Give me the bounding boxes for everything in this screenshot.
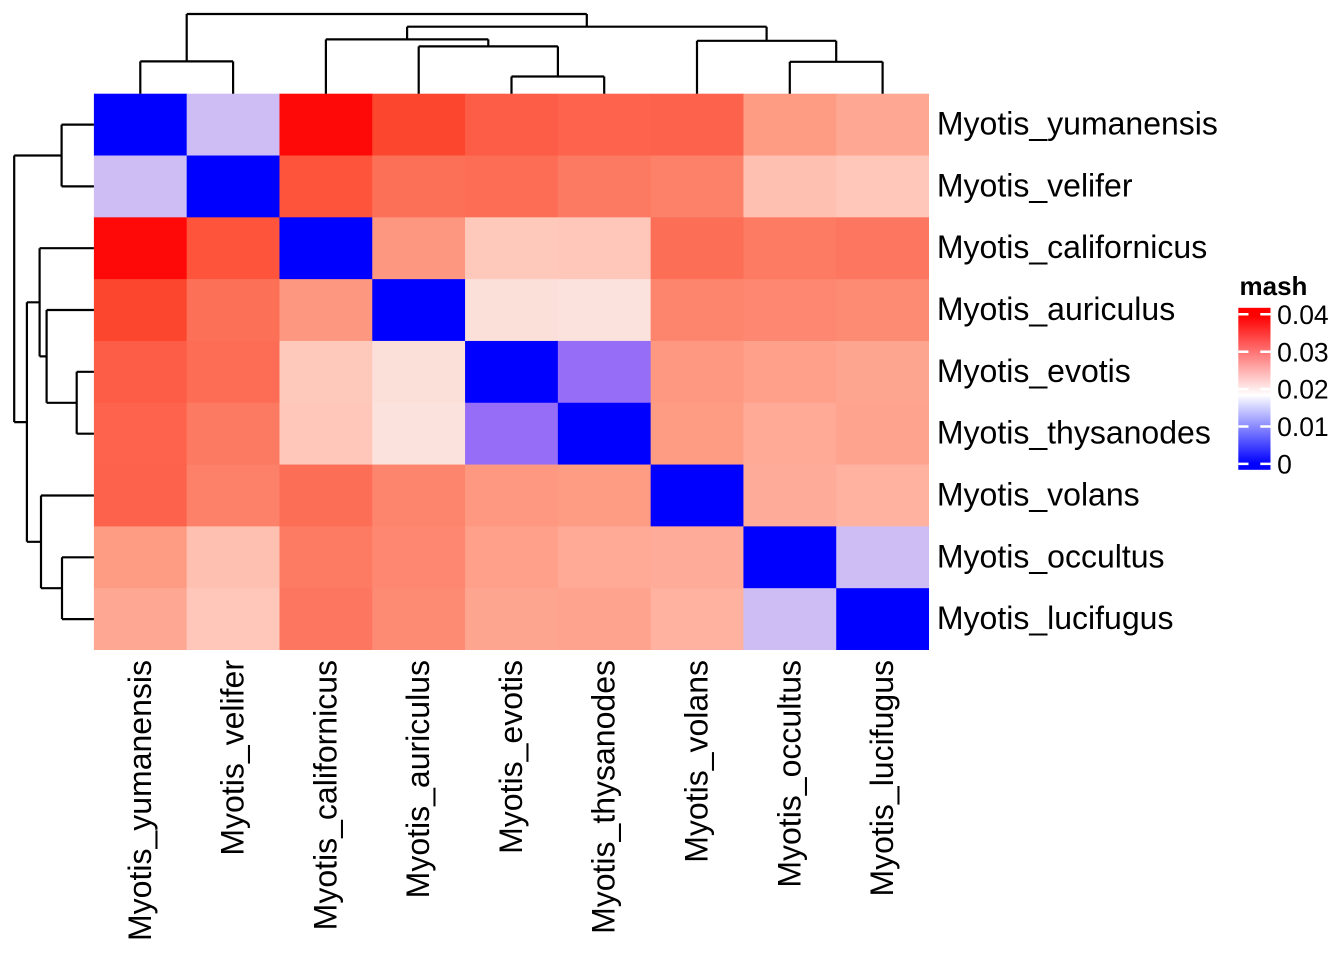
svg-text:Myotis_lucifugus: Myotis_lucifugus <box>937 600 1174 636</box>
svg-text:0.04: 0.04 <box>1277 300 1329 330</box>
svg-text:Myotis_californicus: Myotis_californicus <box>937 229 1207 265</box>
svg-text:0.01: 0.01 <box>1277 412 1329 442</box>
svg-text:Myotis_californicus: Myotis_californicus <box>307 660 343 930</box>
svg-text:0: 0 <box>1277 450 1292 480</box>
svg-text:Myotis_yumanensis: Myotis_yumanensis <box>937 106 1218 142</box>
svg-text:Myotis_occultus: Myotis_occultus <box>937 538 1165 574</box>
svg-text:Myotis_velifer: Myotis_velifer <box>215 660 251 856</box>
svg-text:Myotis_lucifugus: Myotis_lucifugus <box>864 660 900 897</box>
svg-text:mash: mash <box>1240 271 1308 301</box>
svg-text:Myotis_thysanodes: Myotis_thysanodes <box>937 415 1211 451</box>
svg-text:Myotis_evotis: Myotis_evotis <box>937 353 1131 389</box>
svg-text:Myotis_thysanodes: Myotis_thysanodes <box>586 660 622 934</box>
svg-text:Myotis_volans: Myotis_volans <box>937 477 1140 513</box>
svg-text:0.02: 0.02 <box>1277 375 1329 405</box>
svg-text:Myotis_volans: Myotis_volans <box>679 660 715 863</box>
svg-text:Myotis_auriculus: Myotis_auriculus <box>400 660 436 898</box>
svg-text:Myotis_auriculus: Myotis_auriculus <box>937 291 1175 327</box>
svg-text:Myotis_velifer: Myotis_velifer <box>937 167 1133 203</box>
svg-text:0.03: 0.03 <box>1277 337 1329 367</box>
svg-text:Myotis_yumanensis: Myotis_yumanensis <box>122 660 158 941</box>
svg-text:Myotis_occultus: Myotis_occultus <box>771 660 807 888</box>
svg-text:Myotis_evotis: Myotis_evotis <box>493 660 529 854</box>
